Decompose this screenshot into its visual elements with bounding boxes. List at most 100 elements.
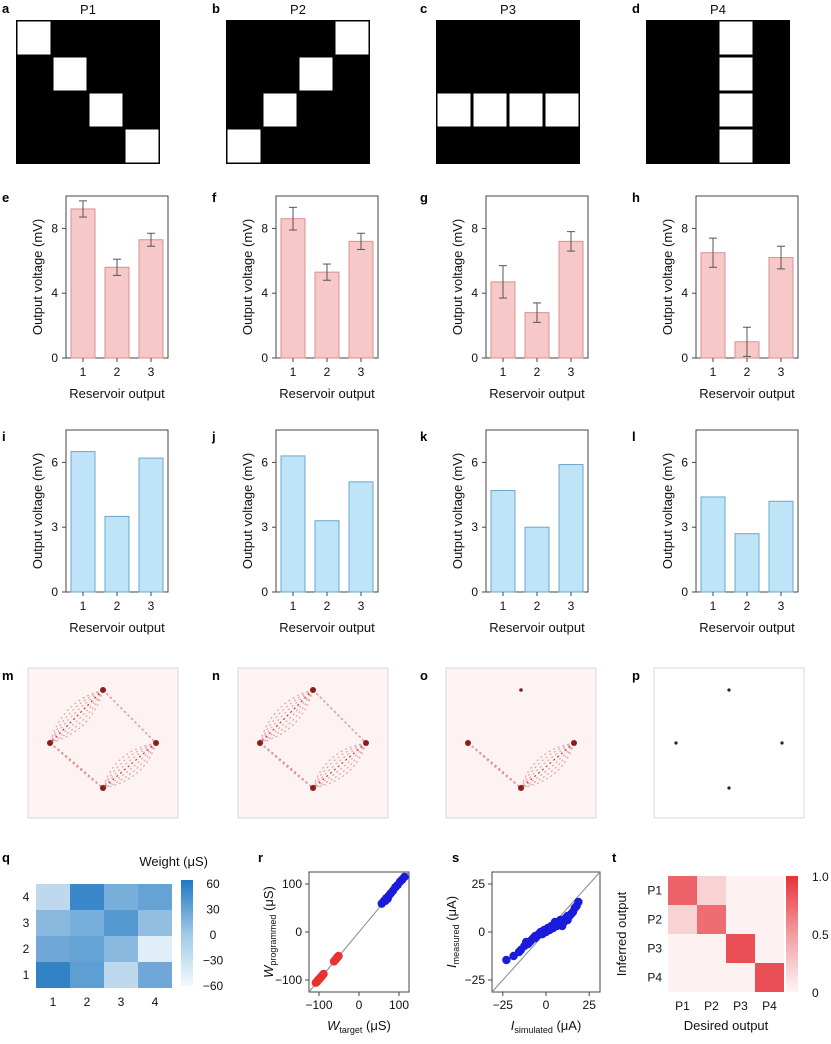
panel-letter: o (420, 668, 428, 683)
scatter-point (563, 911, 572, 921)
network-hub (465, 740, 471, 746)
pattern-pixel-on (436, 92, 472, 128)
x-axis-label: Reservoir output (279, 620, 375, 635)
heatmap-cell (70, 936, 104, 962)
network-path (102, 689, 157, 744)
y-tick-label: 0 (261, 585, 268, 599)
panel-letter: a (2, 1, 10, 16)
weight-heatmap: 4 3 2 1 1 2 3 4 60 30 0 −30 −60 Weight (μS) (23, 854, 224, 1009)
heatmap-cell (104, 936, 138, 962)
y-tick-label: 3 (681, 520, 688, 534)
y-tick-label: −25 (465, 973, 486, 987)
network-hub (571, 740, 577, 746)
y-axis-label-unit: (μA) (444, 896, 459, 924)
x-axis-label: Reservoir output (699, 620, 795, 635)
column-label: P3 (733, 999, 748, 1013)
network-path (102, 689, 157, 744)
x-tick-label: 1 (290, 365, 297, 379)
heatmap-cell (138, 936, 172, 962)
y-axis-label: Imeasured (μA) (444, 896, 461, 968)
pattern-pixel-on (718, 128, 754, 164)
pattern-pixel-on (472, 92, 508, 128)
pattern-pixel-on (124, 128, 160, 164)
x-axis-label: Reservoir output (69, 386, 165, 401)
bar (700, 496, 726, 593)
y-tick-label: 3 (261, 520, 268, 534)
x-tick-label: 1 (80, 599, 87, 613)
network-path (102, 742, 157, 789)
heatmap-cell (138, 962, 172, 988)
bar (490, 489, 516, 593)
heatmap-cell (726, 876, 755, 905)
pattern-pixel-on (226, 128, 262, 164)
bar (524, 526, 550, 593)
heatmap-cell (668, 934, 697, 963)
x-tick-label: 1 (500, 365, 507, 379)
x-tick-label: 2 (324, 365, 331, 379)
network-path (312, 742, 367, 789)
network-hub (780, 741, 784, 745)
column-label: P2 (704, 999, 719, 1013)
y-tick-label: 0 (681, 585, 688, 599)
network-hub (518, 785, 524, 791)
network-hub (310, 785, 316, 791)
network-path (259, 689, 314, 744)
x-axis-label: Reservoir output (489, 386, 585, 401)
network-path (102, 742, 157, 789)
y-axis-label-sub: programmed (268, 915, 278, 966)
y-tick-label: 0 (471, 351, 478, 365)
bar (700, 252, 726, 359)
panel-letter: m (2, 668, 14, 683)
bar-chart-l: 0 3 6 1 2 3 Reservoir output Output voltage (mV… (660, 429, 799, 635)
heatmap-cell (138, 884, 172, 910)
network-path (102, 742, 157, 789)
heatmap-cell (70, 884, 104, 910)
panel-letter: b (212, 1, 220, 16)
x-tick-label: 100 (389, 998, 409, 1012)
scatter-point (516, 945, 525, 955)
network-path (520, 742, 575, 789)
colorbar-label: Weight (μS) (139, 854, 208, 869)
bar (138, 239, 164, 359)
y-tick-label: 8 (51, 221, 58, 235)
bar (734, 533, 760, 593)
pattern-title: P3 (500, 2, 516, 17)
network-path (102, 742, 157, 789)
pattern-grid (436, 20, 580, 164)
x-axis-label-unit: (μA) (553, 1018, 581, 1033)
x-axis-label: Reservoir output (489, 620, 585, 635)
bar (768, 257, 794, 359)
panel-letter: k (420, 429, 428, 444)
column-label: 2 (84, 995, 91, 1009)
x-tick-label: 1 (80, 365, 87, 379)
panel-letter: g (420, 190, 428, 205)
network-path (312, 742, 367, 789)
row-label: P2 (647, 913, 662, 927)
x-tick-label: 2 (744, 365, 751, 379)
panel-letter: s (452, 850, 459, 865)
y-axis-label: Output voltage (mV) (240, 219, 255, 335)
heatmap-cell (36, 962, 70, 988)
scatter-point (550, 917, 560, 927)
bar (280, 455, 306, 593)
bar (348, 240, 374, 359)
x-axis-label: Reservoir output (69, 620, 165, 635)
colorbar-tick: −30 (203, 954, 224, 968)
y-tick-label: 0 (295, 925, 302, 939)
x-tick-label: 0 (543, 998, 550, 1012)
y-axis-label: Inferred output (614, 891, 629, 976)
colorbar-tick: 60 (206, 877, 220, 891)
x-tick-label: 3 (358, 599, 365, 613)
y-tick-label: 6 (261, 455, 268, 469)
y-axis-label: Output voltage (mV) (660, 453, 675, 569)
network-map (653, 667, 805, 819)
network-hub (100, 785, 106, 791)
network-path (102, 742, 157, 789)
scatter-point (522, 937, 531, 947)
bar-chart-j: 0 3 6 1 2 3 Reservoir output Output voltage (mV… (240, 429, 379, 635)
y-tick-label: 4 (681, 286, 688, 300)
x-tick-label: 1 (710, 365, 717, 379)
